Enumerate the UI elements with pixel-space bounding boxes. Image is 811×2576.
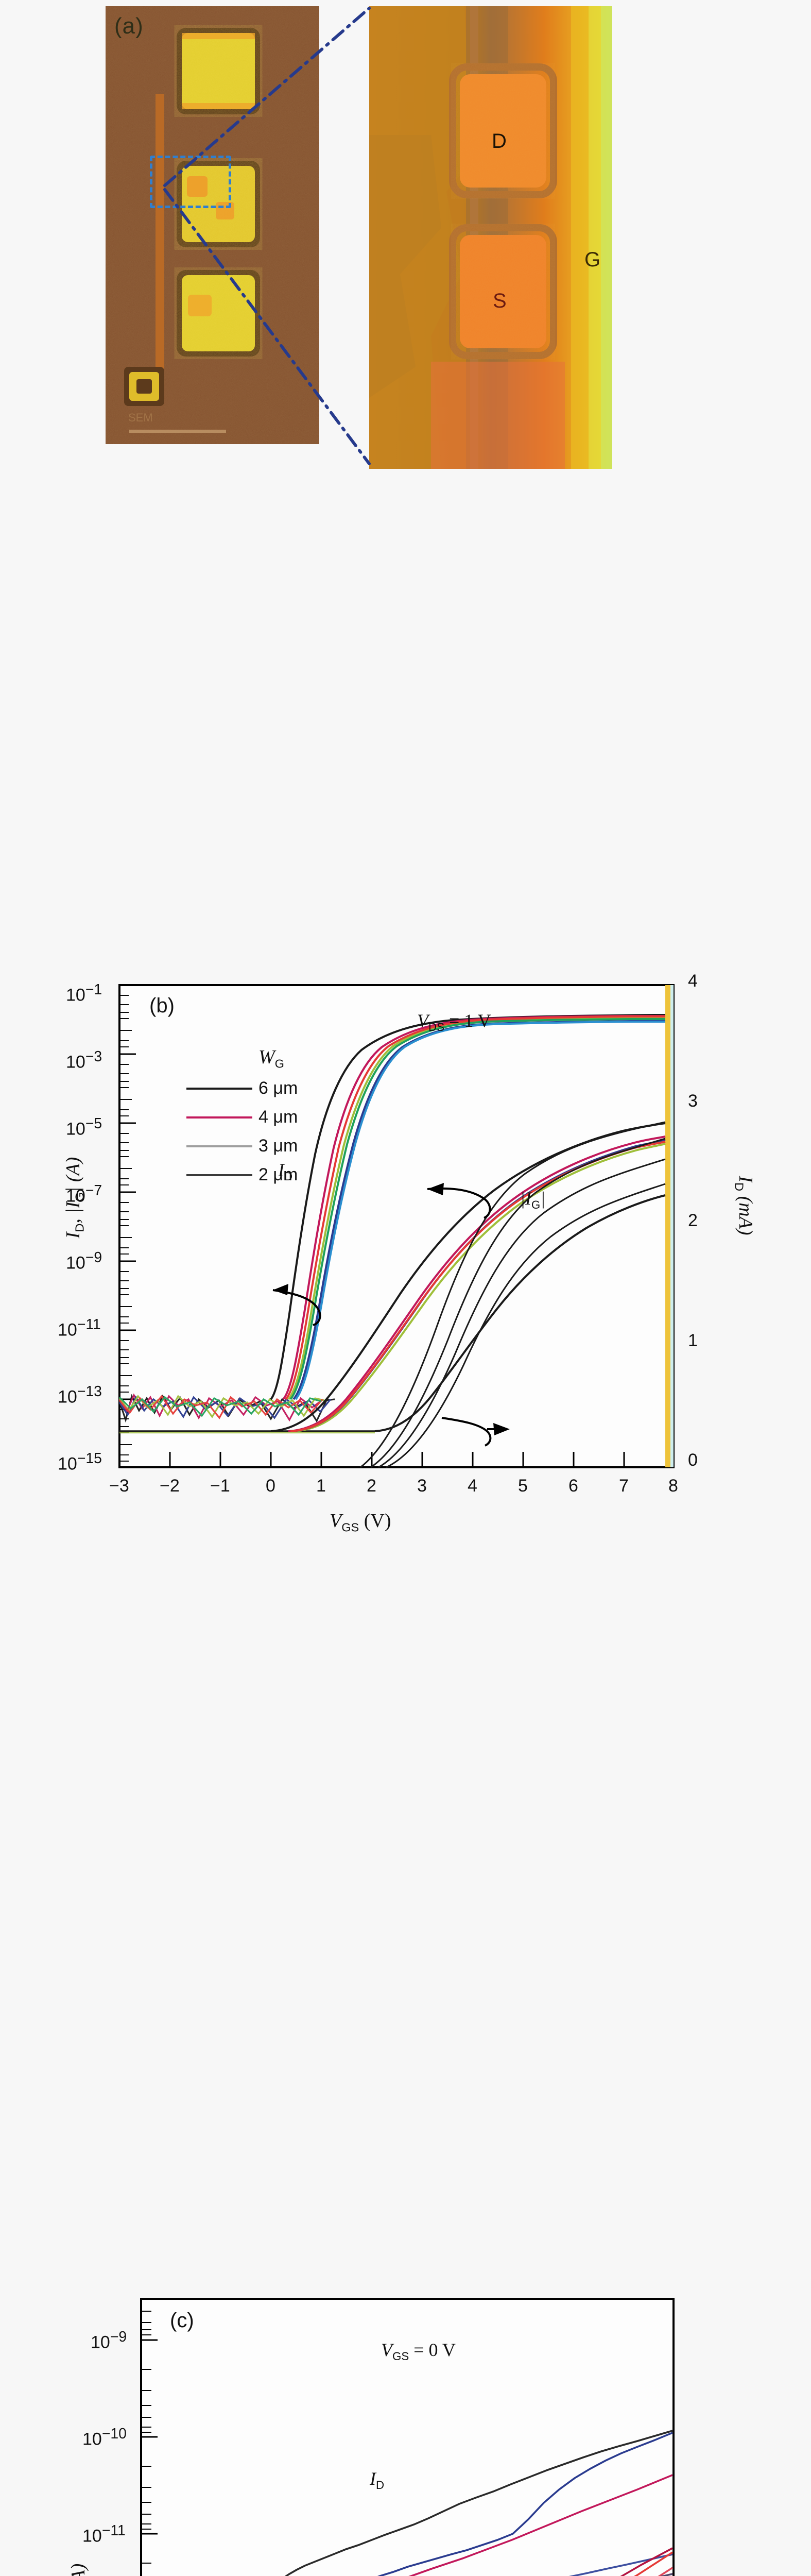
- xtick-b-m1: −1: [210, 1476, 230, 1496]
- ytick-b-right-0: 0: [688, 1450, 698, 1470]
- ytick-b-right-3: 3: [688, 1091, 698, 1111]
- legend-label-3um: 3 μm: [258, 1136, 298, 1156]
- panel-c: ID, |IG| (A) 10−9 10−10 10−11 10−12 10−1…: [0, 1144, 811, 2576]
- ytick-b-4: 10−7: [66, 1182, 102, 1206]
- ytick-c-3: 10−11: [82, 2522, 126, 2546]
- legend-label-6um: 6 μm: [258, 1078, 298, 1098]
- legend-item-4um[interactable]: 4 μm: [186, 1103, 298, 1132]
- panel-c-id-annotation: ID: [370, 2468, 385, 2492]
- panel-a-label: (a): [114, 13, 144, 39]
- legend-item-2um[interactable]: 2 μm: [186, 1161, 298, 1190]
- ytick-b-8: 10−15: [58, 1450, 102, 1474]
- legend-swatch-3um: [186, 1145, 252, 1147]
- zoom-connector: [163, 7, 371, 465]
- xtick-b-2: 2: [367, 1476, 376, 1496]
- legend-label-2um: 2 μm: [258, 1165, 298, 1185]
- roi-selection-box: [150, 156, 231, 208]
- xtick-b-5: 5: [518, 1476, 528, 1496]
- panel-b-label: (b): [149, 994, 175, 1017]
- ytick-b-6: 10−11: [58, 1316, 101, 1340]
- xtick-b-7: 7: [619, 1476, 629, 1496]
- panel-b-ig-annotation: |IG|: [520, 1188, 546, 1212]
- ytick-b-right-1: 1: [688, 1331, 698, 1350]
- ytick-b-7: 10−13: [58, 1383, 102, 1407]
- svg-text:SEM: SEM: [128, 411, 153, 424]
- panel-b-plot: [118, 984, 675, 1468]
- optical-micrograph-zoom: D S G: [369, 6, 612, 469]
- drain-label: D: [492, 130, 507, 152]
- panel-b-xlabel: VGS (V): [330, 1510, 391, 1534]
- panel-a: SEM: [0, 0, 811, 479]
- ytick-b-5: 10−9: [66, 1249, 102, 1273]
- xtick-b-3: 3: [417, 1476, 427, 1496]
- panel-c-bias-annotation: VGS = 0 V: [381, 2340, 456, 2363]
- legend-swatch-4um: [186, 1116, 252, 1118]
- legend-title: WG: [258, 1046, 284, 1071]
- source-label: S: [493, 290, 507, 312]
- ytick-b-right-2: 2: [688, 1211, 698, 1230]
- xtick-b-4: 4: [468, 1476, 477, 1496]
- panel-b: ID, |IG| (A) 10−1 10−3 10−5 10−7 10−9 10…: [0, 479, 811, 1534]
- micrograph-right-svg: [369, 6, 612, 469]
- micrograph-left-svg: SEM: [106, 6, 319, 444]
- legend-item-3um[interactable]: 3 μm: [186, 1132, 298, 1161]
- panel-c-label: (c): [170, 2309, 194, 2332]
- xtick-b-8: 8: [668, 1476, 678, 1496]
- xtick-b-m2: −2: [160, 1476, 180, 1496]
- legend-swatch-2um: [186, 1174, 252, 1176]
- ytick-b-2: 10−3: [66, 1048, 102, 1072]
- ytick-b-3: 10−5: [66, 1115, 102, 1139]
- ytick-b-1: 10−1: [66, 981, 102, 1005]
- panel-b-id-annotation: ID: [278, 1160, 293, 1183]
- panel-b-bias-annotation: VDS = 1 V: [417, 1010, 491, 1034]
- legend-label-4um: 4 μm: [258, 1107, 298, 1127]
- ytick-c-1: 10−9: [91, 2329, 127, 2352]
- xtick-b-m3: −3: [109, 1476, 129, 1496]
- optical-micrograph-overview: SEM: [106, 6, 319, 444]
- ytick-b-right-4: 4: [688, 971, 698, 991]
- xtick-b-6: 6: [568, 1476, 578, 1496]
- gate-label: G: [584, 248, 601, 271]
- xtick-b-0: 0: [266, 1476, 275, 1496]
- xtick-b-1: 1: [316, 1476, 326, 1496]
- legend-swatch-6um: [186, 1087, 252, 1090]
- legend-item-6um[interactable]: 6 μm: [186, 1074, 298, 1103]
- ytick-c-2: 10−10: [82, 2426, 127, 2449]
- panel-b-legend: WG 6 μm 4 μm 3 μm 2 μm: [186, 1046, 298, 1190]
